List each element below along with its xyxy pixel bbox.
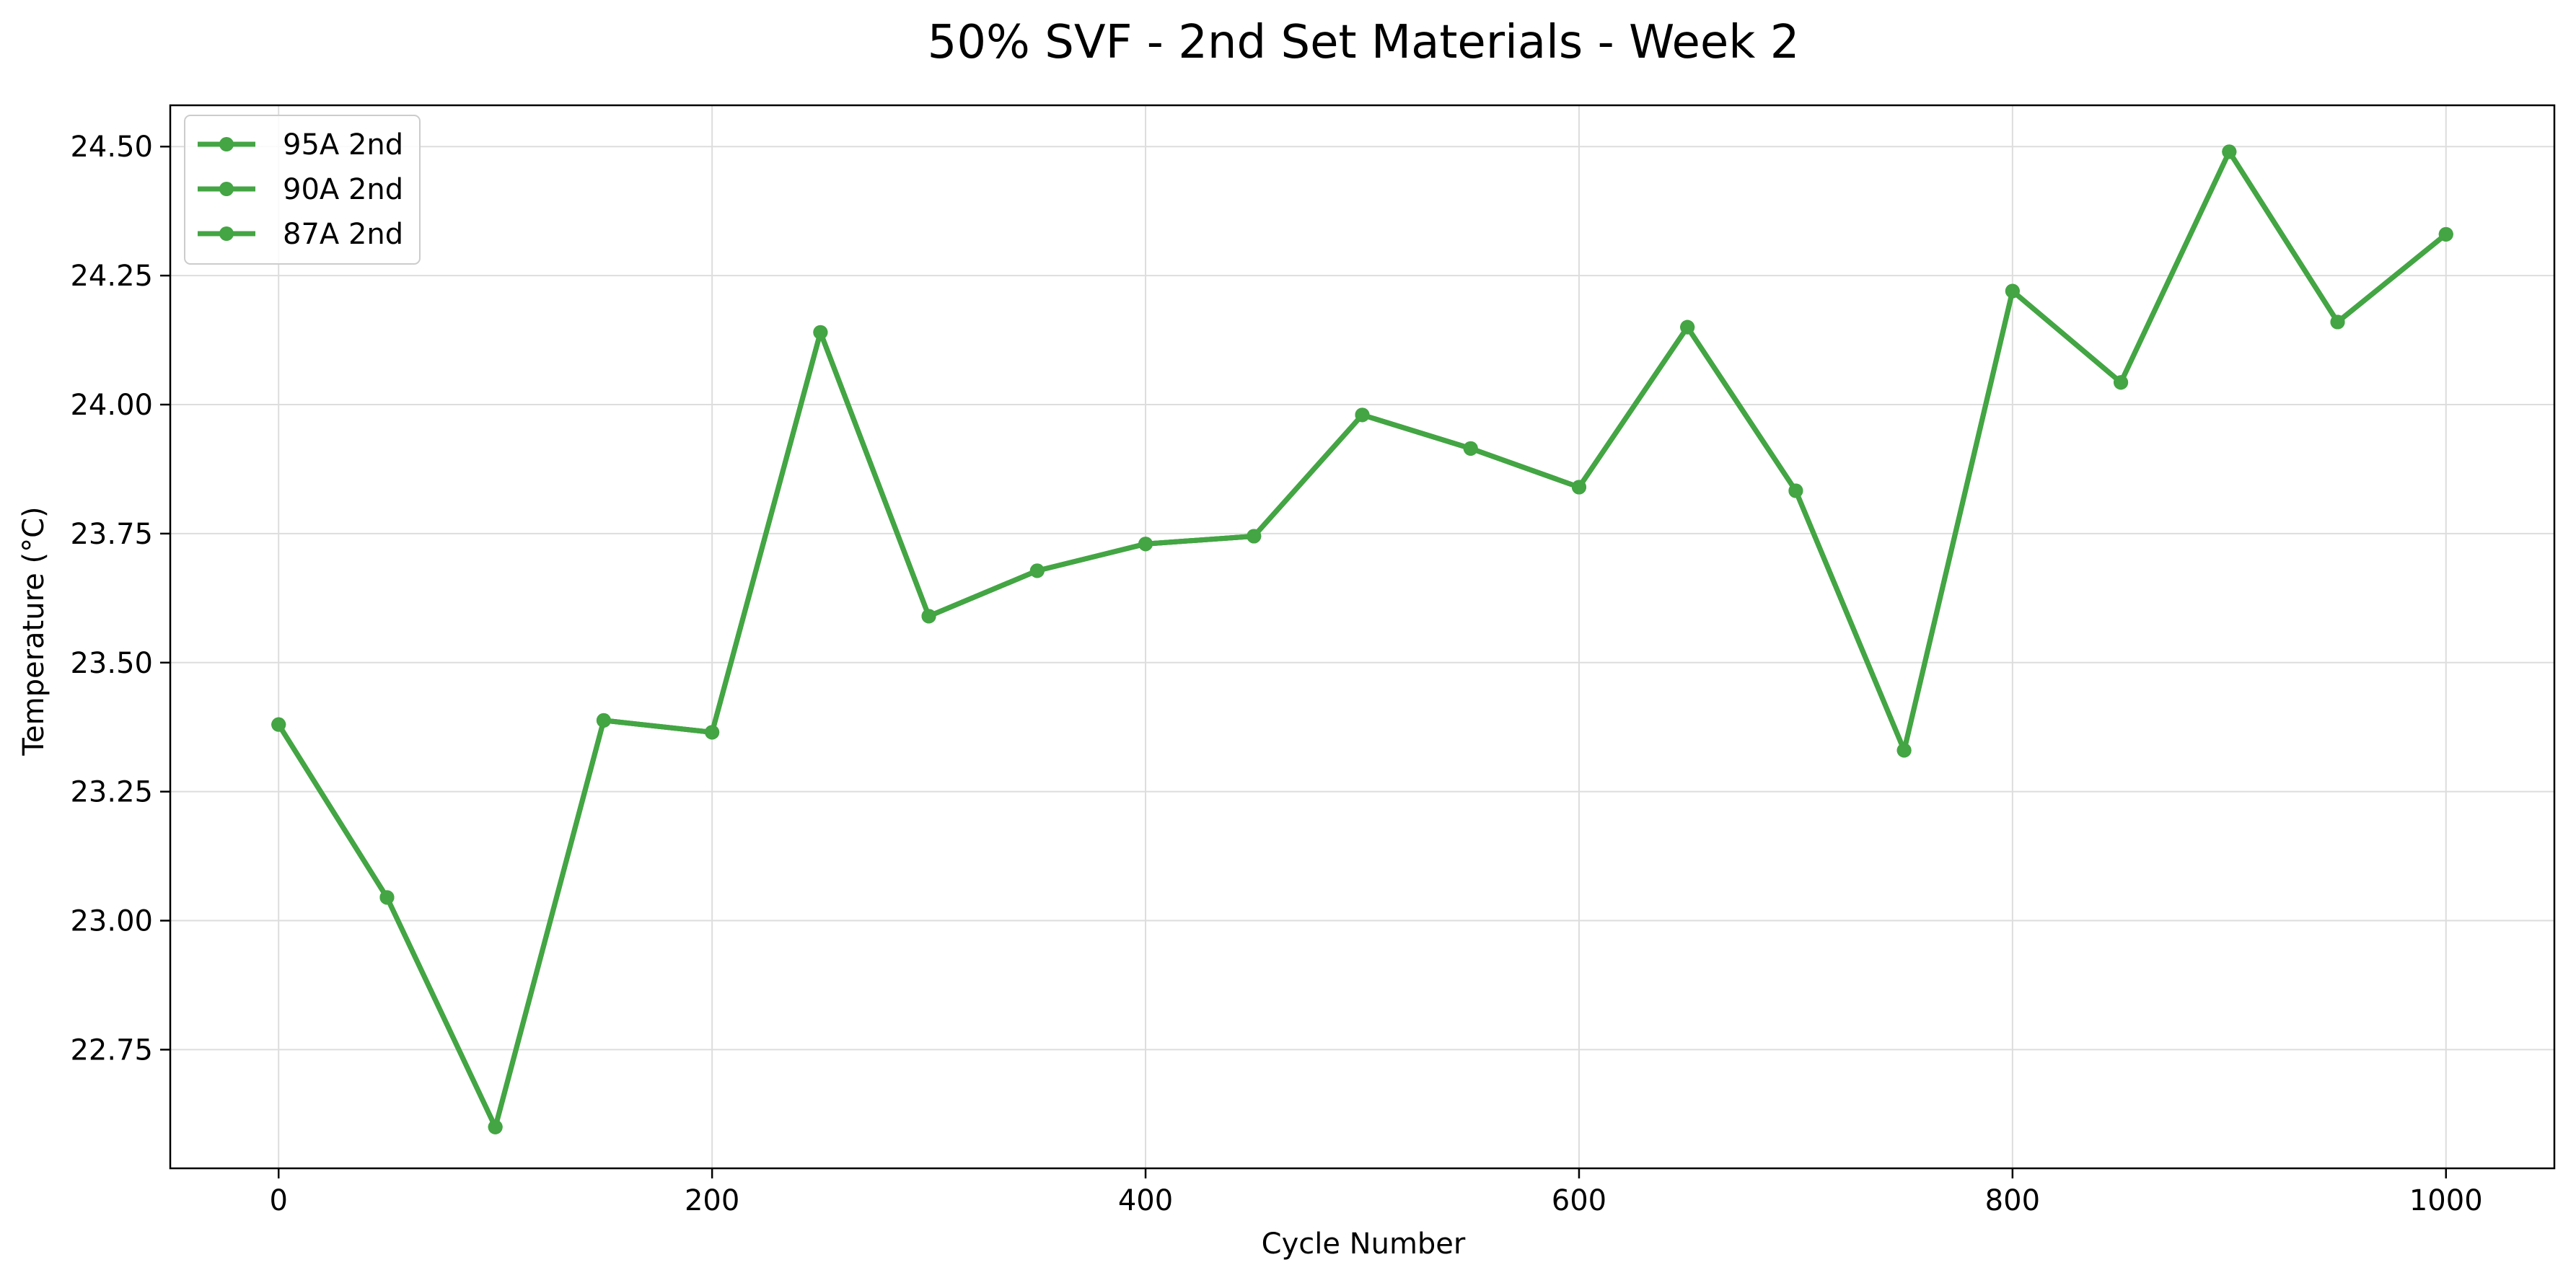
x-tick-label: 0 [270, 1184, 288, 1217]
legend-label: 87A 2nd [283, 218, 403, 251]
legend: 95A 2nd 90A 2nd 87A 2nd [184, 115, 421, 265]
legend-item: 87A 2nd [198, 218, 403, 251]
series-2 [271, 144, 2453, 1134]
legend-swatch-marker [219, 137, 234, 151]
legend-label: 95A 2nd [283, 128, 403, 162]
x-axis-label: Cycle Number [1262, 1227, 1466, 1261]
data-point [1138, 537, 1153, 552]
legend-item: 95A 2nd [198, 128, 403, 162]
x-tick-label: 400 [1118, 1184, 1173, 1217]
data-point [2222, 144, 2237, 159]
data-point [379, 890, 395, 905]
data-point [1463, 441, 1478, 456]
y-tick-label: 24.50 [70, 131, 153, 164]
data-point [1896, 743, 1912, 758]
data-point [813, 325, 828, 340]
y-tick-label: 23.50 [70, 647, 153, 680]
data-point [488, 1119, 503, 1134]
plot-frame [169, 104, 2556, 1170]
legend-label: 90A 2nd [283, 173, 403, 206]
data-point [1029, 563, 1045, 578]
x-tick-label: 200 [685, 1184, 739, 1217]
y-tick-label: 22.75 [70, 1033, 153, 1067]
grid-lines [170, 105, 2554, 1168]
x-tick-label: 600 [1552, 1184, 1606, 1217]
data-point [1355, 407, 1370, 423]
data-point [1680, 319, 1695, 335]
data-point [596, 713, 611, 728]
data-point [2114, 375, 2129, 390]
data-point [2005, 283, 2020, 299]
chart-title: 50% SVF - 2nd Set Materials - Week 2 [928, 16, 1800, 69]
data-point [2438, 226, 2453, 242]
data-point [2330, 314, 2345, 330]
series-layer [271, 144, 2453, 1134]
legend-item: 90A 2nd [198, 173, 403, 206]
axis-ticks: 0 200 400 600 800 1000 22.75 23.00 23.25 23.50 23.… [70, 131, 2482, 1217]
x-tick-label: 800 [1985, 1184, 2040, 1217]
data-point [1788, 483, 1803, 498]
data-point [271, 717, 286, 732]
y-tick-label: 23.75 [70, 518, 153, 551]
data-point [705, 725, 720, 740]
y-tick-label: 23.00 [70, 905, 153, 938]
y-axis-label: Temperature (°C) [17, 506, 50, 756]
legend-box [184, 115, 421, 265]
legend-swatch-marker [219, 226, 234, 241]
legend-swatch-marker [219, 182, 234, 196]
y-tick-label: 24.00 [70, 389, 153, 422]
data-point [1571, 480, 1586, 495]
x-tick-label: 1000 [2409, 1184, 2483, 1217]
data-point [921, 609, 936, 624]
y-tick-label: 24.25 [70, 260, 153, 293]
y-tick-label: 23.25 [70, 776, 153, 809]
data-point [1247, 529, 1262, 544]
